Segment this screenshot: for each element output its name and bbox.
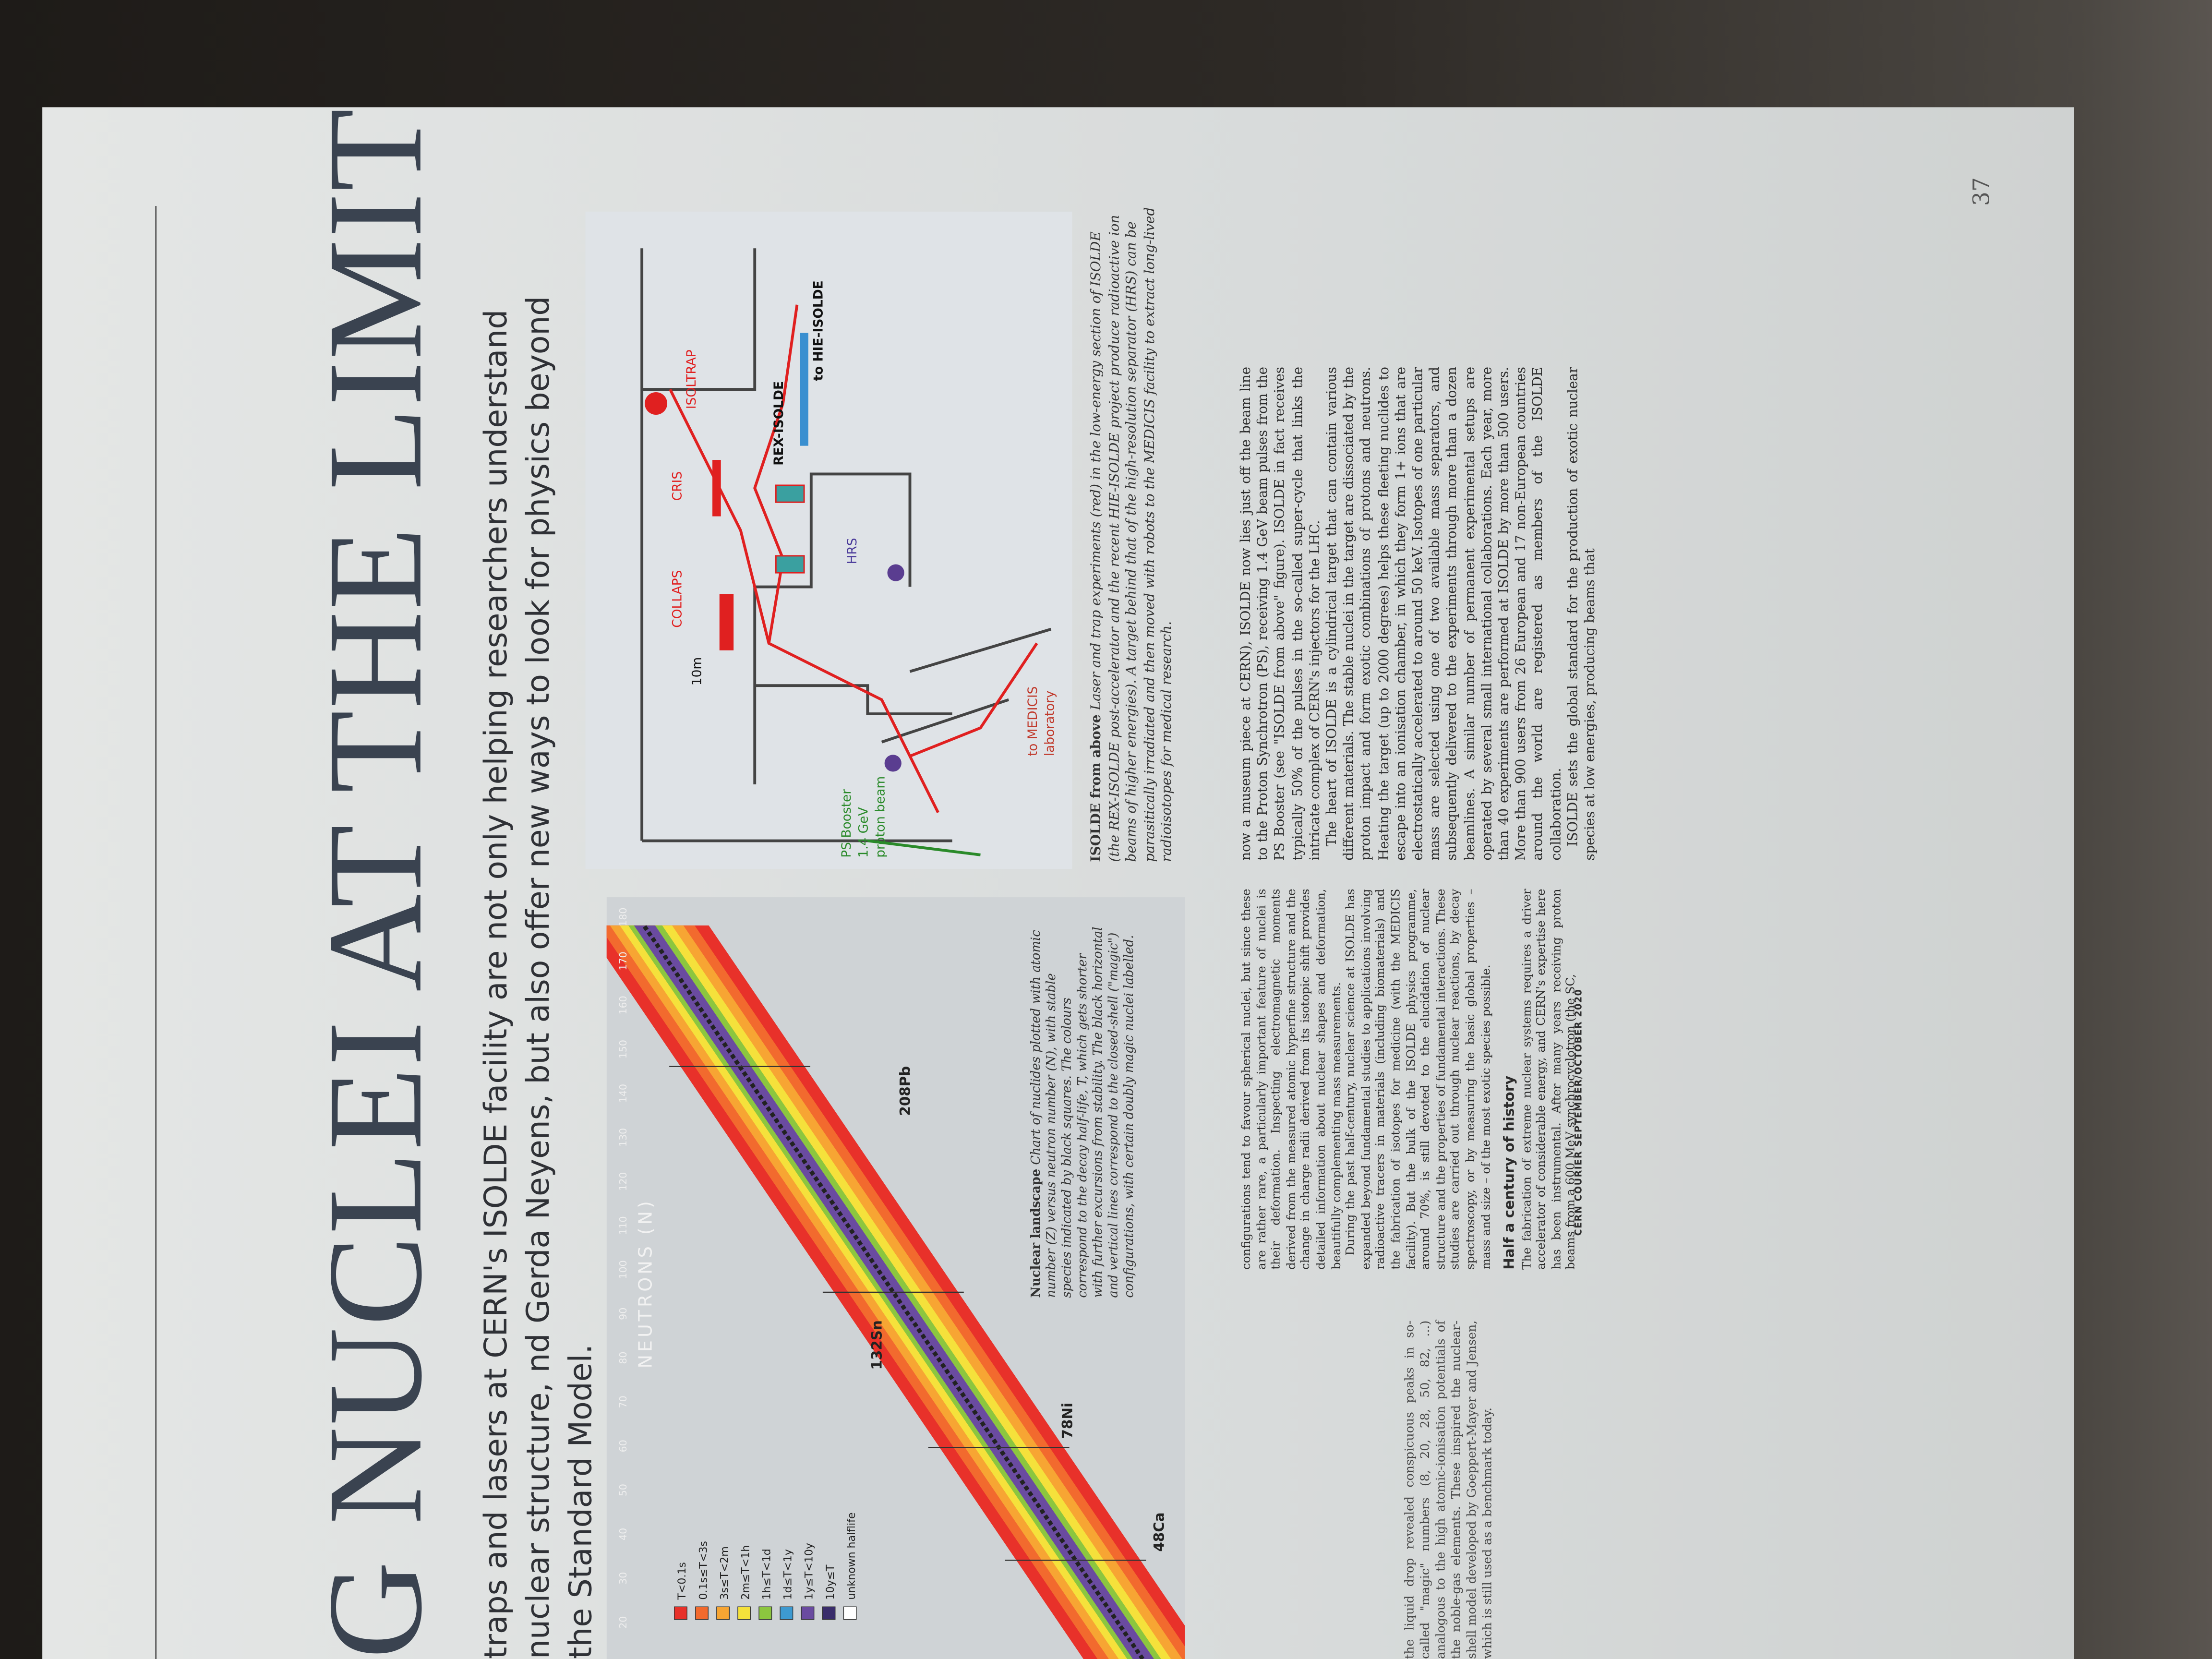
footer: CERN COURIER SEPTEMBER/OCTOBER 2020 bbox=[1573, 989, 1585, 1236]
left-column: configurations tend to favour spherical … bbox=[1238, 889, 1578, 1269]
title: G NUCLEI AT THE LIMITS bbox=[299, 107, 450, 1659]
map-label: ISOLTRAP bbox=[684, 349, 699, 409]
magazine-page: G NUCLEI AT THE LIMITS traps and lasers … bbox=[42, 107, 2074, 1659]
legend-label: 3s≤T<2m bbox=[719, 1546, 731, 1599]
map-label: to MEDICIS bbox=[1025, 686, 1040, 757]
map-label: COLLAPS bbox=[670, 570, 685, 628]
axis-tick-label: 180 bbox=[617, 908, 629, 926]
rex-linac bbox=[800, 333, 808, 446]
paragraph: The heart of ISOLDE is a cylindrical tar… bbox=[1324, 367, 1564, 861]
chart-caption: Nuclear landscape Chart of nuclides plot… bbox=[1030, 924, 1138, 1298]
axis-tick-label: 60 bbox=[617, 1440, 629, 1452]
building-outline bbox=[640, 248, 1052, 842]
beamlines bbox=[669, 304, 1038, 814]
isolde-map: COLLAPS CRIS ISOLTRAP REX-ISOLDE to HIE-ISOL… bbox=[585, 211, 1072, 869]
axis-tick-label: 120 bbox=[617, 1172, 629, 1191]
facing-column: the liquid drop revealed conspicuous pea… bbox=[1404, 1321, 1497, 1659]
caption-lead: Nuclear landscape bbox=[1030, 1168, 1044, 1298]
legend-swatch bbox=[843, 1606, 857, 1620]
page-number: 37 bbox=[1968, 177, 1995, 206]
map-label: proton beam bbox=[873, 776, 888, 858]
map-label: PS Booster bbox=[839, 789, 854, 858]
paragraph: During the past half-century, nuclear sc… bbox=[1343, 889, 1492, 1270]
legend-swatch bbox=[758, 1606, 772, 1620]
legend-swatch bbox=[695, 1606, 709, 1620]
subtitle: traps and lasers at CERN's ISOLDE facili… bbox=[480, 296, 600, 1659]
proton-beam bbox=[867, 839, 981, 856]
legend-label: T<0.1s bbox=[676, 1562, 688, 1600]
axis-tick-label: 100 bbox=[617, 1260, 629, 1279]
map-label: REX-ISOLDE bbox=[771, 381, 786, 466]
legend-label: 0.1s≤T<3s bbox=[697, 1541, 709, 1599]
axis-tick-label: 20 bbox=[617, 1616, 629, 1629]
map-label: 1.4 GeV bbox=[856, 807, 871, 857]
axis-tick-label: 30 bbox=[617, 1572, 629, 1585]
cris-block bbox=[712, 460, 721, 517]
legend-swatch bbox=[780, 1606, 793, 1620]
axis-label: NEUTRONS (N) bbox=[636, 1198, 657, 1368]
nucleus-label: 78Ni bbox=[1059, 1403, 1075, 1439]
section-heading: Half a century of history bbox=[1503, 1075, 1518, 1270]
nucleus-label: 132Sn bbox=[869, 1320, 885, 1370]
caption-text: Chart of nuclides plotted with atomic nu… bbox=[1030, 926, 1137, 1298]
legend-swatch bbox=[822, 1606, 836, 1620]
axis-tick-label: 40 bbox=[617, 1528, 629, 1540]
paragraph: configurations tend to favour spherical … bbox=[1238, 889, 1343, 1270]
nucleus-label: 48Ca bbox=[1151, 1512, 1167, 1551]
legend-label: 1y≤T<10y bbox=[804, 1543, 816, 1600]
legend-label: 1d≤T<1y bbox=[782, 1549, 794, 1599]
legend-swatch bbox=[801, 1606, 815, 1620]
legend-swatch bbox=[716, 1606, 730, 1620]
map-caption: ISOLDE from above Laser and trap experim… bbox=[1089, 206, 1178, 862]
axis-tick-label: 110 bbox=[617, 1216, 629, 1235]
axis-tick-label: 150 bbox=[617, 1040, 629, 1058]
axis-tick-label: 50 bbox=[617, 1484, 629, 1496]
map-label: 10m bbox=[690, 657, 705, 685]
magazine-name: CERN COURIER bbox=[1573, 1150, 1585, 1236]
paragraph: The fabrication of extreme nuclear syste… bbox=[1519, 889, 1578, 1270]
nuclide-chart: 20 30 40 50 60 70 80 90 100 110 120 130 140 150 160 170… bbox=[606, 897, 1185, 1659]
paragraph: ISOLDE sets the global standard for the … bbox=[1565, 367, 1599, 861]
map-label: laboratory bbox=[1042, 691, 1057, 757]
nucleus-label: 208Pb bbox=[897, 1066, 914, 1116]
map-label: HRS bbox=[845, 538, 860, 564]
issue: SEPTEMBER/OCTOBER 2020 bbox=[1573, 988, 1585, 1147]
separator bbox=[775, 484, 805, 503]
right-column: now a museum piece at CERN), ISOLDE now … bbox=[1238, 367, 1600, 861]
axis-tick-label: 130 bbox=[617, 1128, 629, 1147]
caption-lead: ISOLDE from above bbox=[1089, 714, 1105, 862]
rule bbox=[155, 206, 157, 1659]
legend-label: unknown halflife bbox=[846, 1513, 858, 1600]
legend-label: 1h≤T<1d bbox=[761, 1549, 773, 1599]
legend-swatch bbox=[737, 1606, 751, 1620]
target bbox=[884, 755, 902, 772]
axis-tick-label: 140 bbox=[617, 1084, 629, 1103]
legend-label: 10y≤T bbox=[825, 1564, 837, 1600]
map-label: CRIS bbox=[670, 471, 685, 501]
legend-swatch bbox=[674, 1606, 687, 1620]
collaps-block bbox=[719, 594, 734, 650]
target bbox=[887, 564, 904, 581]
separator bbox=[775, 555, 805, 574]
axis-tick-label: 70 bbox=[617, 1395, 629, 1408]
isoltrap-magnet bbox=[645, 392, 668, 415]
legend-label: 2m≤T<1h bbox=[740, 1545, 752, 1600]
axis-tick-label: 80 bbox=[617, 1351, 629, 1364]
axis-tick-label: 170 bbox=[617, 951, 629, 970]
axis-tick-label: 160 bbox=[617, 996, 629, 1014]
map-label: to HIE-ISOLDE bbox=[811, 280, 826, 381]
paragraph: the liquid drop revealed conspicuous pea… bbox=[1404, 1320, 1496, 1659]
paragraph: now a museum piece at CERN), ISOLDE now … bbox=[1238, 367, 1323, 861]
axis-tick-label: 90 bbox=[617, 1308, 629, 1320]
